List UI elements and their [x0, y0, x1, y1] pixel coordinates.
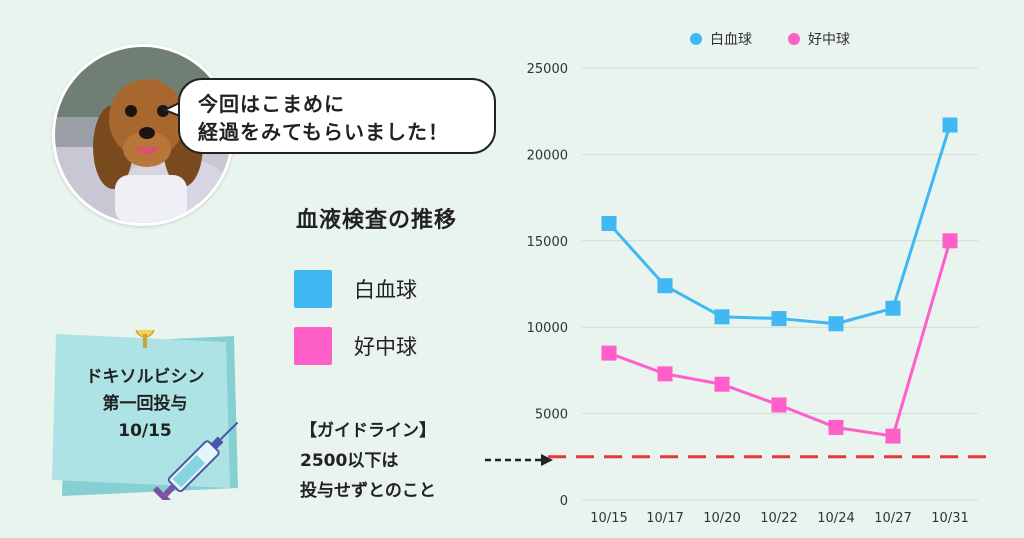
series-1-point-4 — [828, 419, 844, 435]
top-legend-dot-1 — [788, 33, 800, 45]
x-tick-label-4: 10/24 — [817, 511, 854, 526]
top-legend-label-0: 白血球 — [710, 32, 752, 48]
note-line-3: 10/15 — [118, 421, 172, 441]
legend-swatch-wbc — [294, 270, 332, 308]
y-tick-label-1: 5000 — [535, 408, 568, 423]
guideline-line-3: 投与せずとのこと — [300, 481, 436, 501]
y-tick-label-2: 10000 — [527, 321, 568, 336]
x-tick-label-2: 10/20 — [703, 511, 740, 526]
legend-label-wbc: 白血球 — [354, 278, 417, 302]
guideline-annotation: 【ガイドライン】 2500以下は 投与せずとのこと — [300, 416, 490, 506]
series-0-point-6 — [942, 117, 958, 133]
legend-swatch-neut — [294, 327, 332, 365]
y-tick-label-4: 20000 — [527, 148, 568, 163]
speech-bubble: 今回はこまめに 経過をみてもらいました！ — [178, 78, 496, 154]
series-0-point-0 — [601, 216, 617, 232]
series-1-point-6 — [942, 233, 958, 249]
series-1-point-1 — [657, 366, 673, 382]
series-1-point-2 — [714, 376, 730, 392]
side-legend-wbc: 白血球 — [294, 270, 417, 308]
series-0-point-2 — [714, 309, 730, 325]
y-tick-label-3: 15000 — [527, 235, 568, 250]
series-0-point-4 — [828, 316, 844, 332]
series-0-point-1 — [657, 278, 673, 294]
x-tick-label-6: 10/31 — [931, 511, 968, 526]
x-tick-label-3: 10/22 — [760, 511, 797, 526]
bubble-line-2: 経過をみてもらいました！ — [198, 120, 449, 144]
chart-title: 血液検査の推移 — [296, 208, 458, 233]
top-legend-label-1: 好中球 — [808, 32, 850, 48]
note-line-1: ドキソルビシン — [85, 367, 205, 387]
note-line-2: 第一回投与 — [102, 394, 188, 414]
series-1-point-5 — [885, 428, 901, 444]
side-legend-neut: 好中球 — [294, 327, 417, 365]
series-1-point-0 — [601, 345, 617, 361]
note-text: ドキソルビシン 第一回投与 10/15 — [56, 364, 234, 445]
sticky-note — [48, 318, 248, 507]
y-tick-label-5: 25000 — [527, 62, 568, 77]
guideline-line-1: 【ガイドライン】 — [300, 421, 436, 441]
top-legend-dot-0 — [690, 33, 702, 45]
series-0-point-3 — [771, 311, 787, 327]
x-tick-label-0: 10/15 — [590, 511, 627, 526]
x-tick-label-1: 10/17 — [646, 511, 683, 526]
sticky-note-graphic — [52, 318, 239, 507]
dashed-arrow-icon — [485, 454, 553, 466]
series-1-point-3 — [771, 397, 787, 413]
series-0-point-5 — [885, 300, 901, 316]
guideline-line-2: 2500以下は — [300, 451, 399, 471]
x-tick-label-5: 10/27 — [874, 511, 911, 526]
legend-label-neut: 好中球 — [354, 335, 417, 359]
bubble-line-1: 今回はこまめに — [198, 92, 345, 116]
y-tick-label-0: 0 — [560, 494, 568, 509]
